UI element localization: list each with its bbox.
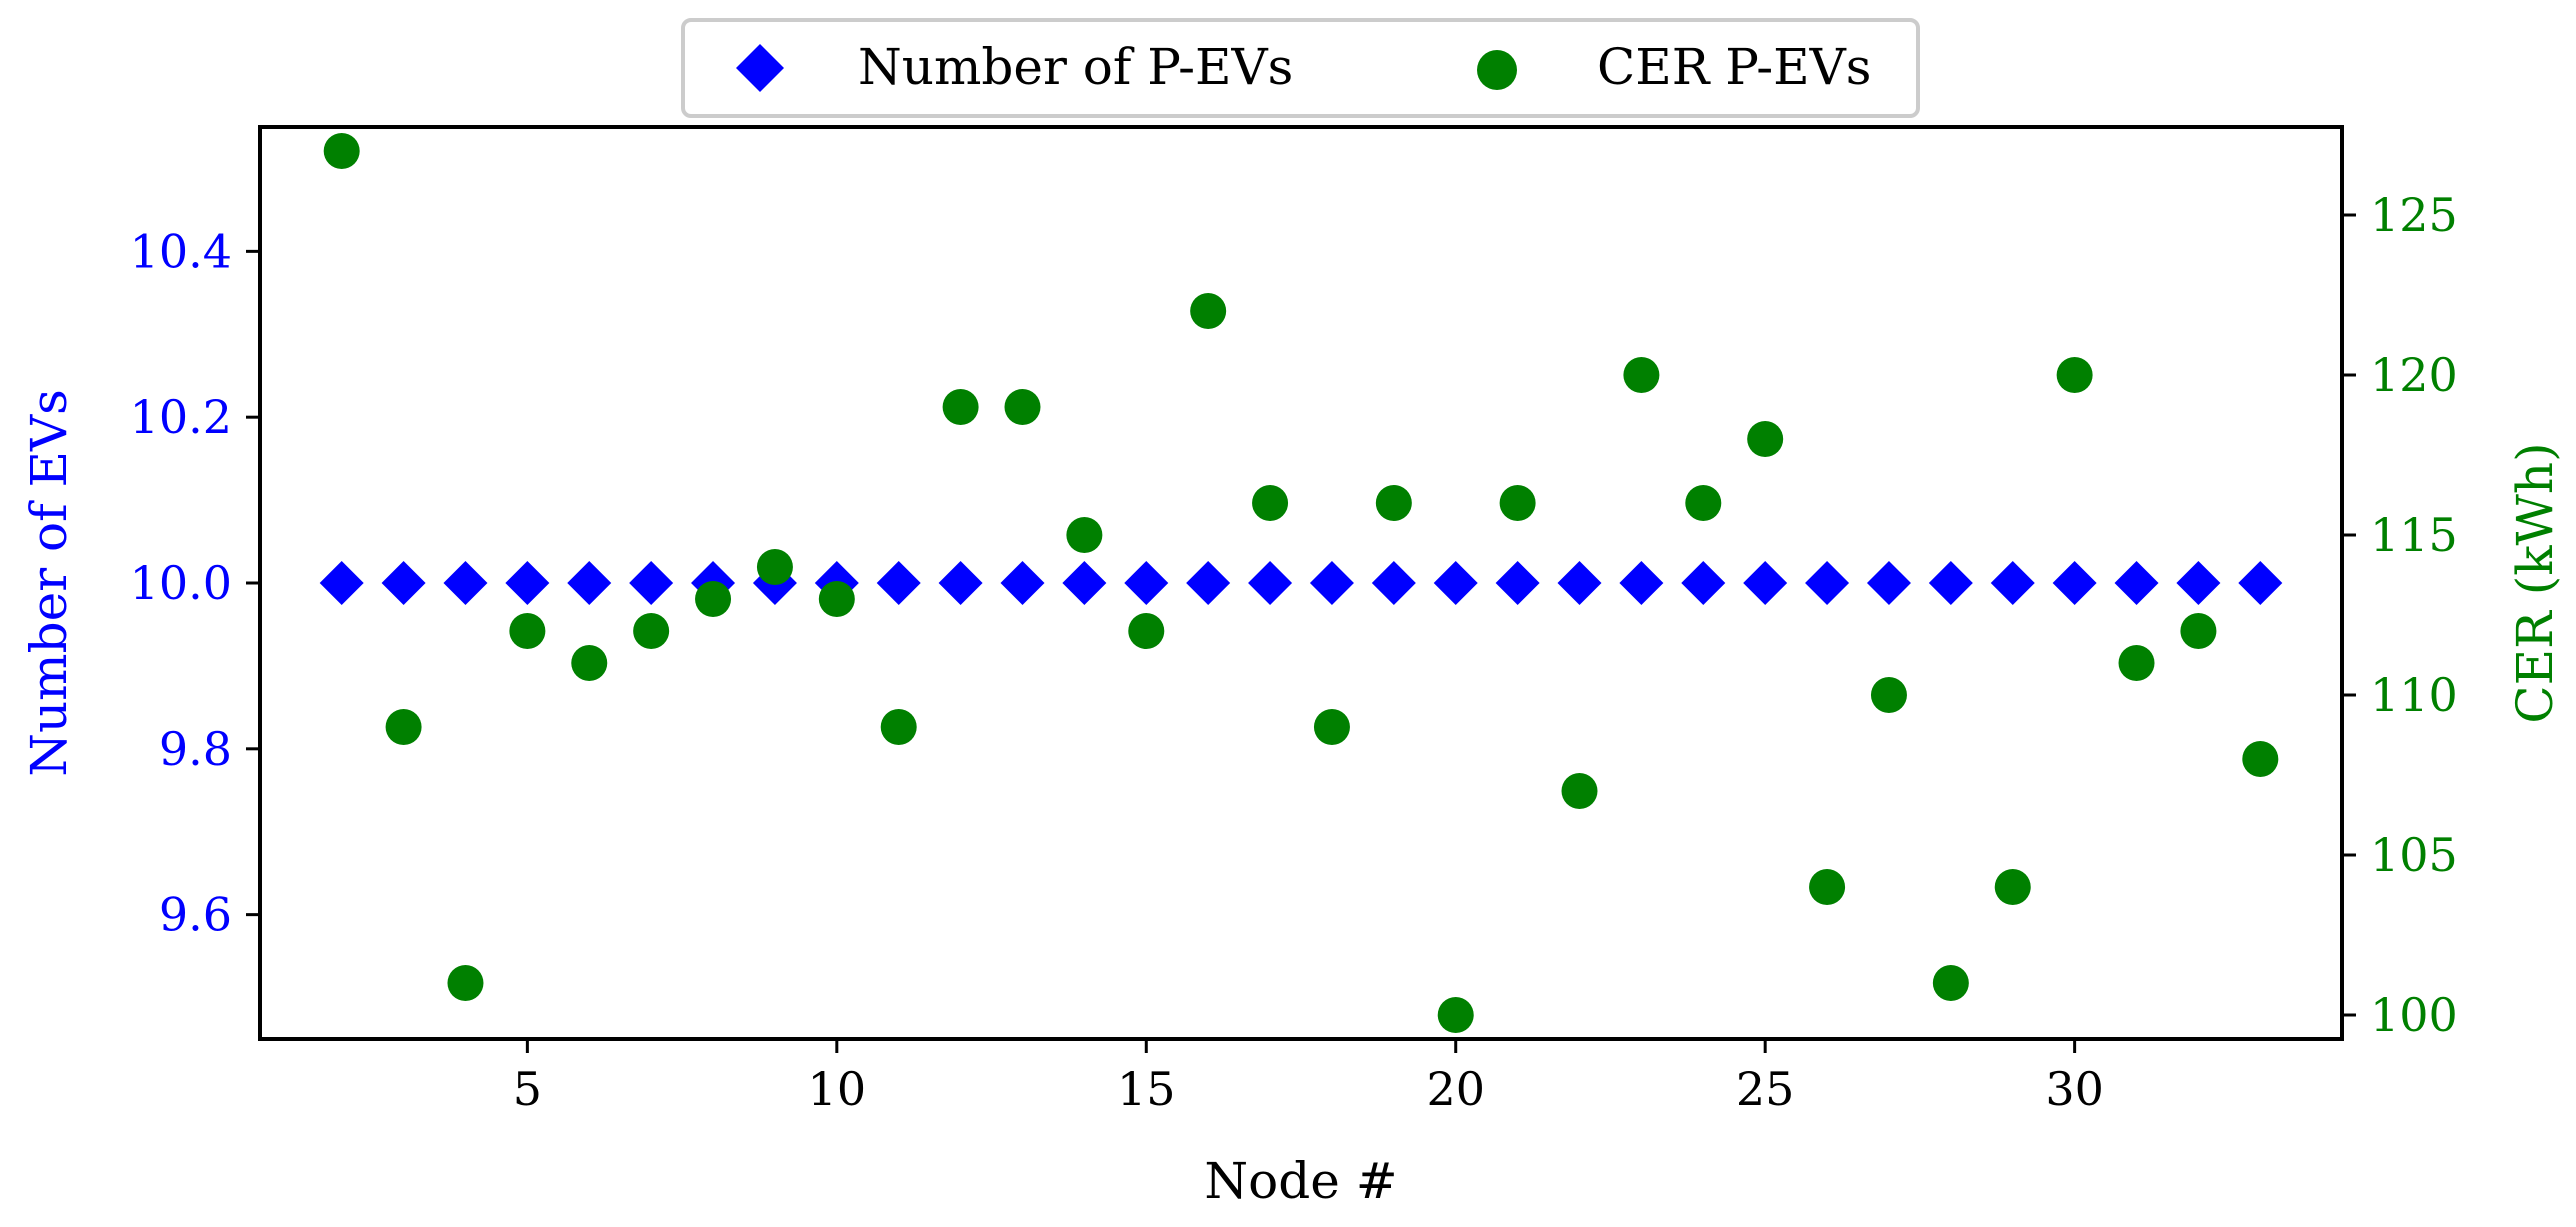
data-point-cer-pevs	[880, 709, 917, 745]
data-point-cer-pevs	[509, 613, 546, 649]
data-point-number-of-pevs	[381, 561, 426, 605]
data-point-cer-pevs	[695, 581, 732, 617]
y-left-tick-label: 10.0	[130, 556, 232, 610]
data-point-cer-pevs	[1252, 485, 1289, 521]
data-point-cer-pevs	[633, 613, 670, 649]
x-tick-label: 15	[1117, 1062, 1176, 1116]
data-point-cer-pevs	[818, 581, 855, 617]
series-number-of-pevs	[319, 561, 2283, 605]
x-tick-label: 30	[2045, 1062, 2104, 1116]
data-point-cer-pevs	[2242, 741, 2279, 777]
data-point-number-of-pevs	[1062, 561, 1107, 605]
data-point-cer-pevs	[1870, 677, 1907, 713]
data-point-number-of-pevs	[876, 561, 921, 605]
y-left-tick-label: 9.6	[159, 888, 232, 942]
data-point-cer-pevs	[1747, 421, 1784, 457]
data-point-number-of-pevs	[1433, 561, 1478, 605]
x-tick-label: 10	[808, 1062, 867, 1116]
data-point-cer-pevs	[756, 549, 793, 585]
data-point-number-of-pevs	[1743, 561, 1788, 605]
data-point-number-of-pevs	[1124, 561, 1169, 605]
data-point-cer-pevs	[1809, 869, 1846, 905]
data-point-cer-pevs	[1994, 869, 2031, 905]
x-tick-label: 5	[513, 1062, 542, 1116]
data-point-cer-pevs	[2180, 613, 2217, 649]
x-tick-label: 25	[1736, 1062, 1795, 1116]
data-point-cer-pevs	[1313, 709, 1350, 745]
data-point-number-of-pevs	[2114, 561, 2159, 605]
y-right-axis-label: CER (kWh)	[2506, 442, 2564, 723]
legend-label-number-of-pevs: Number of P-EVs	[858, 38, 1293, 96]
data-point-number-of-pevs	[1186, 561, 1231, 605]
data-point-number-of-pevs	[2176, 561, 2221, 605]
data-point-number-of-pevs	[505, 561, 550, 605]
y-right-tick-label: 110	[2370, 668, 2458, 722]
data-point-number-of-pevs	[443, 561, 488, 605]
data-point-cer-pevs	[1190, 293, 1227, 329]
y-right-tick-label: 115	[2370, 508, 2458, 562]
data-point-cer-pevs	[323, 133, 360, 169]
y-right-tick-label: 100	[2370, 988, 2458, 1042]
legend-marker-cer-pevs	[1477, 50, 1517, 90]
data-point-number-of-pevs	[1805, 561, 1850, 605]
data-point-cer-pevs	[2056, 357, 2093, 393]
data-point-number-of-pevs	[1309, 561, 1354, 605]
legend: Number of P-EVs CER P-EVs	[681, 18, 1920, 118]
data-point-number-of-pevs	[1557, 561, 1602, 605]
data-point-number-of-pevs	[1990, 561, 2035, 605]
data-point-cer-pevs	[1375, 485, 1412, 521]
legend-label-cer-pevs: CER P-EVs	[1597, 38, 1871, 96]
y-right-tick-label: 125	[2370, 188, 2458, 242]
data-point-number-of-pevs	[2238, 561, 2283, 605]
data-point-number-of-pevs	[1000, 561, 1045, 605]
y-right-axis-ticks: 100 105 110 115 120 125	[2342, 188, 2458, 1042]
data-point-number-of-pevs	[1866, 561, 1911, 605]
data-point-number-of-pevs	[1928, 561, 1973, 605]
y-left-axis-ticks: 9.6 9.8 10.0 10.2 10.4	[130, 224, 260, 942]
data-point-cer-pevs	[1437, 997, 1474, 1033]
data-point-number-of-pevs	[1681, 561, 1726, 605]
x-axis-label: Node #	[1204, 1152, 1397, 1210]
data-point-cer-pevs	[571, 645, 608, 681]
series-cer-pevs	[323, 133, 2279, 1033]
data-point-cer-pevs	[1066, 517, 1103, 553]
data-point-cer-pevs	[2118, 645, 2155, 681]
data-point-number-of-pevs	[1371, 561, 1416, 605]
data-point-cer-pevs	[1932, 965, 1969, 1001]
data-point-cer-pevs	[385, 709, 422, 745]
y-left-tick-label: 10.2	[130, 390, 232, 444]
y-right-tick-label: 105	[2370, 828, 2458, 882]
data-point-number-of-pevs	[938, 561, 983, 605]
data-point-cer-pevs	[1623, 357, 1660, 393]
data-point-cer-pevs	[1561, 773, 1598, 809]
legend-marker-number-of-pevs	[736, 44, 784, 92]
data-point-number-of-pevs	[2052, 561, 2097, 605]
y-right-tick-label: 120	[2370, 348, 2458, 402]
data-point-number-of-pevs	[1495, 561, 1540, 605]
data-point-cer-pevs	[447, 965, 484, 1001]
x-axis-ticks: 5 10 15 20 25 30	[513, 1039, 2104, 1116]
data-point-number-of-pevs	[567, 561, 612, 605]
data-point-number-of-pevs	[319, 561, 364, 605]
data-point-cer-pevs	[1499, 485, 1536, 521]
data-point-cer-pevs	[1004, 389, 1041, 425]
data-point-cer-pevs	[1128, 613, 1165, 649]
legend-box	[681, 18, 1920, 118]
data-point-number-of-pevs	[1248, 561, 1293, 605]
y-left-axis-label: Number of EVs	[20, 389, 78, 777]
data-point-number-of-pevs	[629, 561, 674, 605]
data-point-cer-pevs	[942, 389, 979, 425]
x-tick-label: 20	[1426, 1062, 1485, 1116]
data-point-cer-pevs	[1685, 485, 1722, 521]
y-left-tick-label: 10.4	[130, 224, 232, 278]
data-point-number-of-pevs	[1619, 561, 1664, 605]
y-left-tick-label: 9.8	[159, 722, 232, 776]
